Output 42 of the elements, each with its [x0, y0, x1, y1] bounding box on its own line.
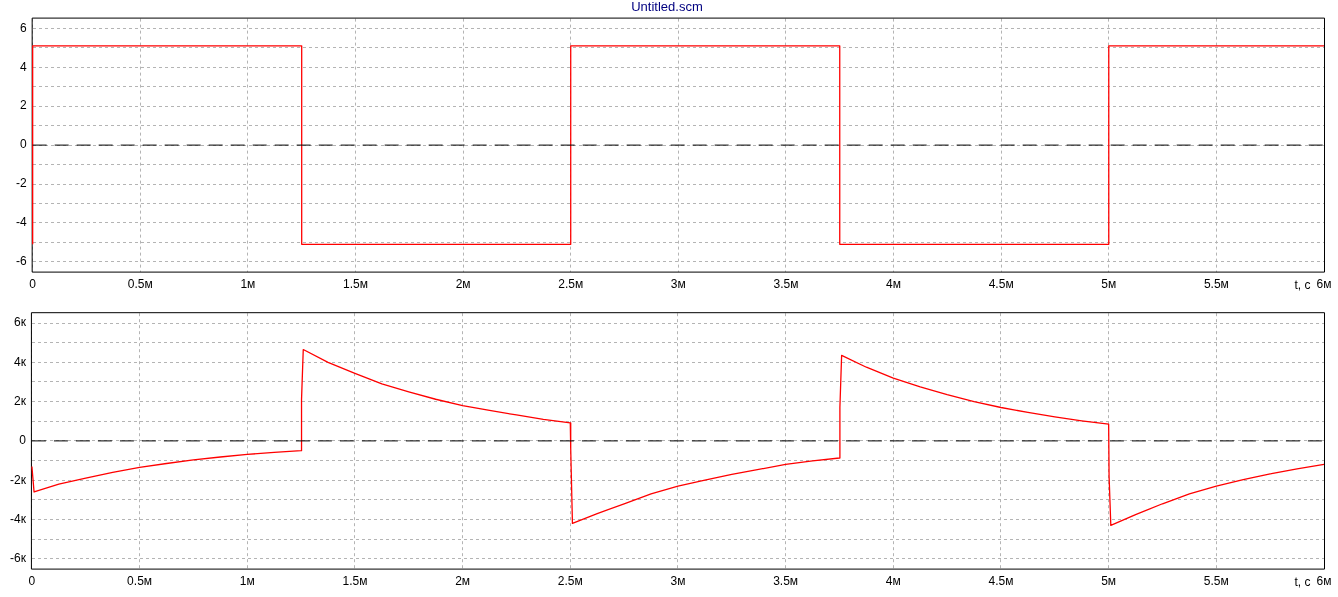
y-tick-label: -2к [10, 472, 27, 487]
y-tick-label: -4к [10, 511, 27, 526]
x-tick-label: 2.5м [557, 574, 583, 589]
x-tick-label: 6м [1316, 277, 1332, 292]
x-axis-title: t, с [1294, 277, 1311, 292]
x-tick-label: 5м [1101, 277, 1117, 292]
x-tick-label: 1м [239, 574, 255, 589]
x-tick-label: 2.5м [558, 277, 584, 292]
x-tick-label: 5.5м [1203, 277, 1229, 292]
y-tick-label: -6 [16, 254, 27, 269]
y-tick-label: 2 [19, 98, 27, 113]
y-tick-label: -2 [16, 176, 27, 191]
x-tick-label: 4м [885, 574, 901, 589]
y-tick-label: 4 [19, 59, 27, 74]
y-tick-label: 0 [19, 137, 27, 152]
y-tick-label: -4 [16, 215, 27, 230]
x-tick-label: 3.5м [773, 574, 799, 589]
x-tick-label: 5м [1101, 574, 1117, 589]
y-tick-label: 0 [19, 433, 27, 448]
y-tick-label: 2к [13, 393, 27, 408]
y-tick-label: 6к [13, 315, 27, 330]
x-tick-label: 6м [1316, 574, 1332, 589]
x-tick-label: 3м [670, 574, 686, 589]
x-tick-label: 4м [886, 277, 902, 292]
y-tick-label: 6 [19, 20, 27, 35]
x-tick-label: 5.5м [1203, 574, 1229, 589]
x-tick-label: 1.5м [343, 277, 368, 292]
x-tick-label: 2м [455, 574, 471, 589]
x-tick-label: 0.5м [127, 574, 153, 589]
chart-title: Untitled.scm [631, 0, 703, 15]
y-tick-label: 4к [13, 354, 27, 369]
x-axis-title: t, с [1294, 574, 1311, 589]
x-tick-label: 4.5м [988, 277, 1014, 292]
x-tick-label: 0.5м [127, 277, 153, 292]
x-tick-label: 2м [455, 277, 471, 292]
x-tick-label: 0 [29, 277, 37, 292]
x-tick-label: 3м [670, 277, 686, 292]
x-tick-label: 3.5м [773, 277, 799, 292]
x-tick-label: 4.5м [988, 574, 1014, 589]
x-tick-label: 1.5м [342, 574, 368, 589]
y-tick-label: -6к [10, 551, 27, 566]
x-tick-label: 1м [240, 277, 256, 292]
